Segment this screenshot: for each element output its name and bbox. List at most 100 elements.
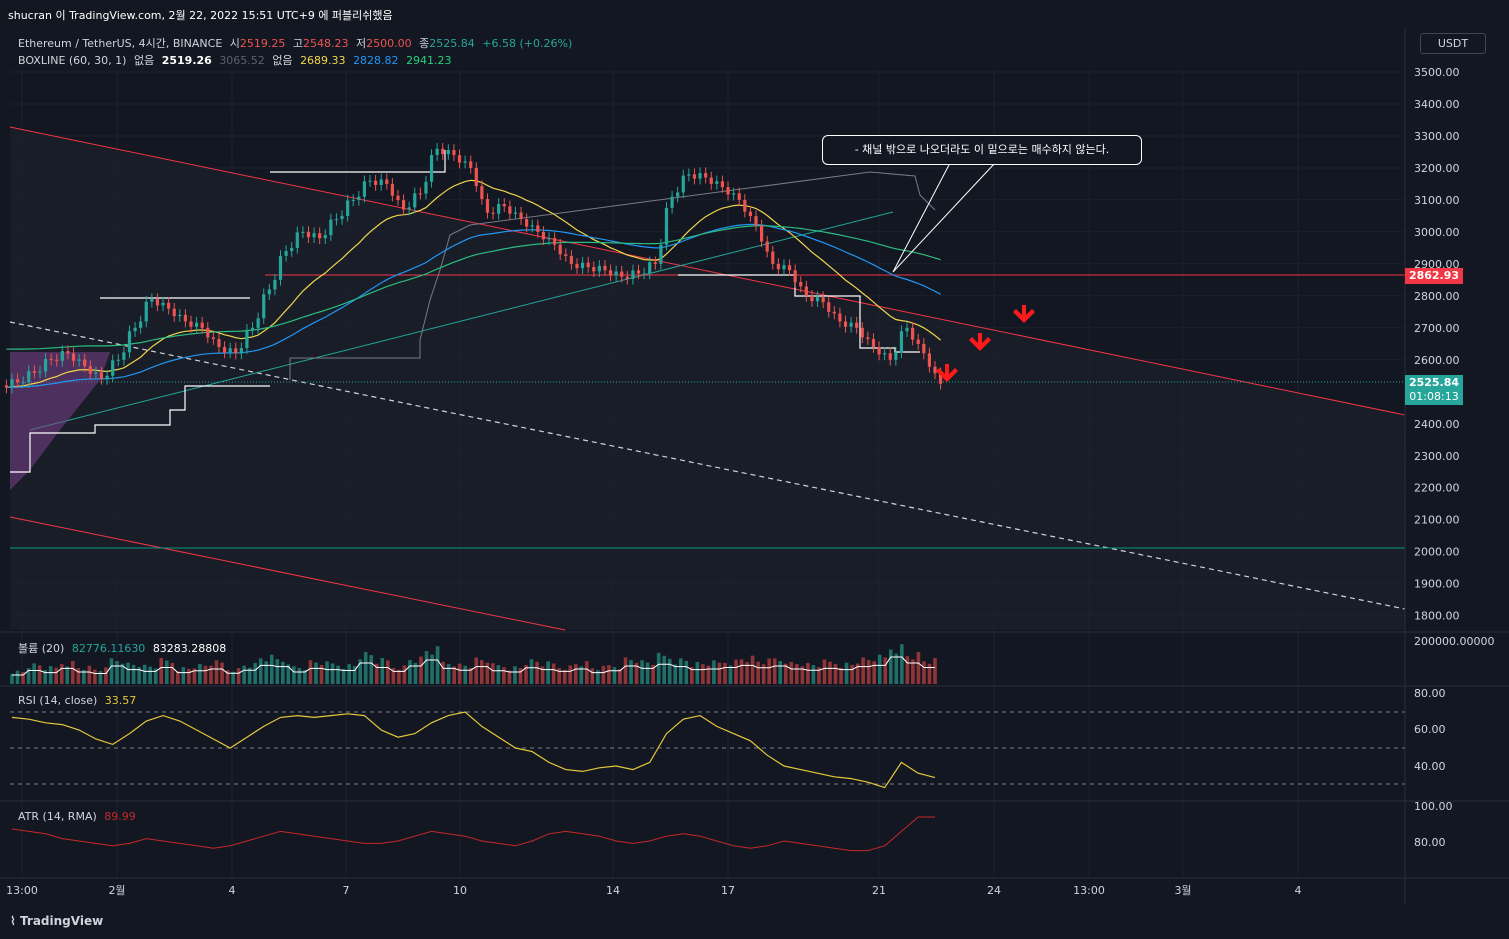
candle-body	[111, 360, 115, 376]
volume-bar	[297, 668, 302, 684]
candle-body	[228, 348, 232, 353]
symbol-legend[interactable]: Ethereum / TetherUS, 4시간, BINANCE 시2519.…	[18, 35, 576, 51]
volume-bar	[817, 667, 821, 684]
candle-body	[374, 180, 378, 185]
price-tick-label: 3300.00	[1414, 130, 1460, 143]
candle-body	[586, 262, 590, 268]
volume-bar	[341, 668, 346, 684]
volume-bar	[596, 670, 600, 684]
volume-bar	[806, 662, 810, 684]
atr-tick-label: 80.00	[1414, 836, 1446, 849]
volume-bar	[48, 666, 53, 684]
volume-bar	[833, 664, 838, 684]
volume-bar	[275, 659, 280, 684]
volume-bar	[546, 661, 550, 684]
volume-bar	[800, 666, 805, 684]
candle-body	[648, 262, 652, 274]
boxline-label: BOXLINE (60, 30, 1)	[18, 54, 127, 67]
candle-body	[513, 212, 518, 214]
atr-value: 89.99	[104, 810, 136, 823]
channel-fill	[10, 127, 1405, 630]
candle-body	[195, 322, 199, 327]
candle-body	[318, 233, 322, 239]
volume-bar	[231, 671, 235, 684]
tradingview-logo[interactable]: ⌇ TradingView	[10, 914, 103, 928]
volume-bar	[933, 658, 937, 684]
rsi-tick-label: 40.00	[1414, 760, 1446, 773]
candle-body	[217, 339, 221, 348]
boxline-value-5: 2941.23	[406, 54, 452, 67]
time-tick-label: 4	[229, 884, 236, 897]
chart-canvas[interactable]: 3500.00 3400.00 3300.00 3200.00 3100.00 3000.…	[0, 28, 1509, 905]
atr-legend[interactable]: ATR (14, RMA) 89.99	[18, 810, 140, 823]
open-value: 2519.25	[239, 37, 286, 50]
volume-bar	[656, 652, 661, 684]
boxline-value-3: 2689.33	[300, 54, 346, 67]
candle-body	[189, 321, 193, 327]
volume-bar	[131, 664, 136, 684]
candle-body	[620, 271, 624, 277]
volume-bar	[363, 651, 368, 684]
volume-bar	[717, 662, 722, 684]
candle-body	[765, 241, 769, 252]
candle-body	[385, 179, 389, 184]
volume-bar	[104, 667, 108, 684]
candle-body	[564, 254, 568, 256]
volume-bar	[192, 668, 197, 684]
green-trend-arrow	[29, 211, 894, 431]
volume-bar	[32, 663, 36, 684]
candle-body	[519, 212, 523, 220]
volume-bar	[325, 661, 329, 684]
candle-body	[911, 327, 915, 340]
candle-body	[469, 161, 473, 168]
candle-body	[871, 339, 876, 348]
volume-bar	[612, 667, 617, 684]
volume-bar	[888, 649, 893, 684]
time-tick-label: 14	[606, 884, 620, 897]
candle-body	[15, 379, 20, 383]
candle-body	[771, 251, 775, 264]
volume-legend[interactable]: 볼륨 (20) 82776.11630 83283.28808	[18, 640, 230, 656]
candle-body	[329, 219, 333, 236]
volume-bar	[723, 662, 727, 684]
volume-bar	[358, 659, 362, 684]
candle-series	[4, 142, 943, 394]
volume-bar	[93, 669, 97, 684]
time-tick-label: 17	[721, 884, 735, 897]
candle-body	[463, 161, 467, 163]
candle-body	[938, 373, 943, 384]
volume-bar	[419, 656, 423, 684]
volume-bar	[391, 667, 396, 684]
candle-body	[541, 231, 546, 240]
rsi-legend[interactable]: RSI (14, close) 33.57	[18, 694, 140, 707]
candle-body	[27, 371, 31, 383]
volume-bar	[87, 665, 92, 684]
annotation-callout[interactable]: - 채널 밖으로 나오더라도 이 밑으로는 매수하지 않는다.	[822, 135, 1142, 165]
candle-body	[49, 358, 53, 360]
price-tick-label: 1800.00	[1414, 610, 1460, 623]
published-header: shucran 이 TradingView.com, 2월 22, 2022 1…	[0, 0, 1509, 28]
time-tick-label: 21	[872, 884, 886, 897]
volume-bar	[662, 655, 666, 684]
candle-body	[759, 225, 764, 242]
channel-lower-line	[9, 516, 566, 631]
candle-body	[855, 322, 859, 328]
candle-body	[99, 372, 104, 380]
candle-body	[905, 327, 909, 332]
volume-bar	[82, 669, 86, 684]
price-tick-label: 3000.00	[1414, 226, 1460, 239]
candle-body	[927, 353, 932, 367]
candle-body	[603, 265, 607, 271]
candle-body	[894, 352, 898, 360]
volume-value-1: 82776.11630	[71, 642, 146, 655]
candle-body	[569, 255, 573, 264]
volume-bar	[551, 663, 556, 684]
volume-bar	[645, 662, 650, 684]
rsi-pane	[10, 711, 1405, 789]
dashed-trend-line	[9, 321, 1406, 610]
volume-bar	[877, 654, 882, 684]
boxline-legend[interactable]: BOXLINE (60, 30, 1) 없음 2519.26 3065.52 없…	[18, 52, 456, 68]
candle-body	[206, 327, 210, 338]
candle-body	[340, 215, 344, 220]
currency-button[interactable]: USDT	[1420, 33, 1486, 54]
